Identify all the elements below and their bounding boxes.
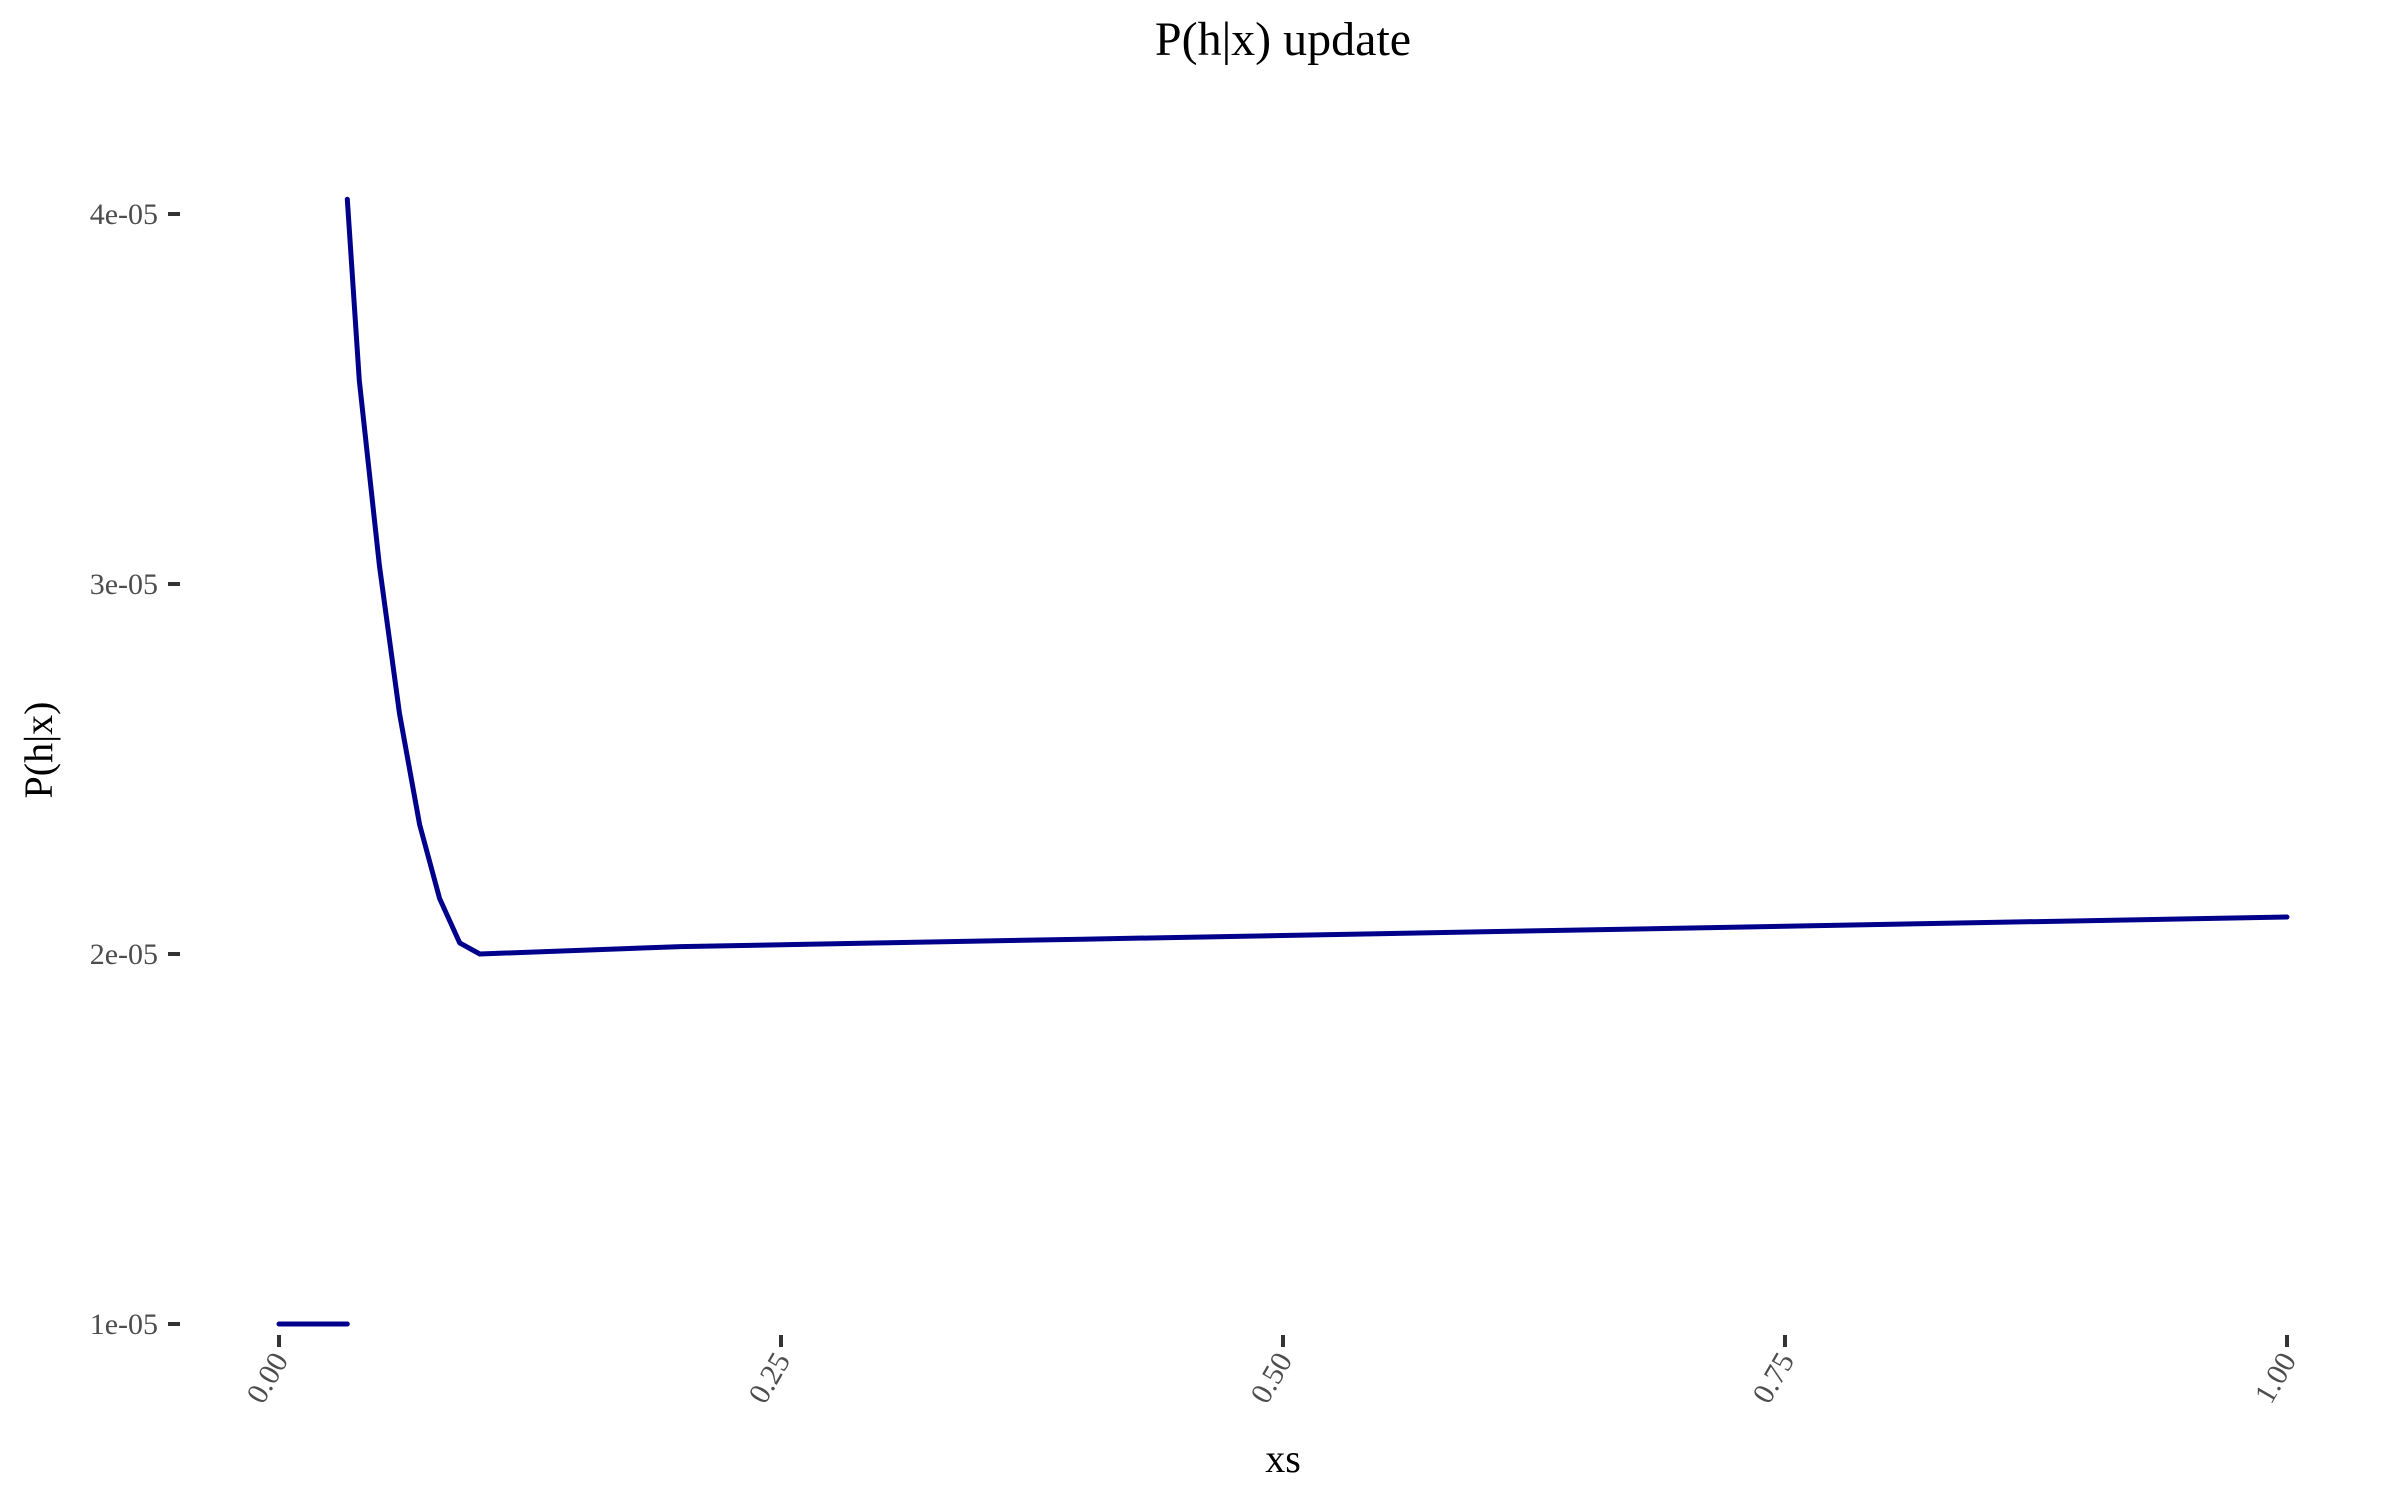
y-axis-label: P(h|x)	[16, 702, 61, 799]
y-tick-label: 1e-05	[90, 1308, 158, 1341]
series-layer	[276, 196, 2290, 1327]
x-tick-label: 0.75	[1746, 1347, 1801, 1409]
y-axis: 1e-05 2e-05 3e-05 4e-05	[90, 198, 180, 1341]
x-axis: 0.00 0.25 0.50 0.75 1.00	[240, 1335, 2303, 1409]
y-tick-label: 4e-05	[90, 198, 158, 231]
chart-title: P(h|x) update	[1155, 13, 1411, 66]
y-tick-label: 2e-05	[90, 938, 158, 971]
series-line-segment	[344, 196, 2290, 957]
x-tick-label: 1.00	[2248, 1347, 2303, 1409]
x-tick-label: 0.00	[240, 1347, 295, 1409]
y-tick-label: 3e-05	[90, 568, 158, 601]
x-tick-label: 0.50	[1244, 1347, 1299, 1409]
x-axis-label: xs	[1265, 1436, 1301, 1481]
x-tick-label: 0.25	[742, 1347, 797, 1409]
